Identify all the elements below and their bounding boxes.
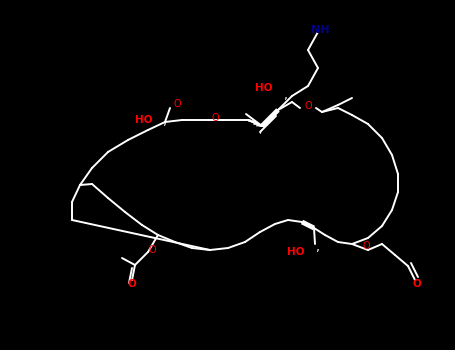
- Text: O: O: [304, 101, 312, 111]
- Text: O: O: [127, 279, 136, 289]
- Text: "": "": [255, 124, 261, 130]
- Text: HO: HO: [254, 83, 272, 93]
- Text: NH: NH: [311, 25, 329, 35]
- Text: ,: ,: [163, 116, 167, 128]
- Text: O: O: [211, 113, 219, 123]
- Text: O: O: [413, 279, 421, 289]
- Text: HO: HO: [135, 115, 152, 125]
- Text: ,: ,: [284, 90, 288, 103]
- Text: HO: HO: [288, 247, 305, 257]
- Text: ,: ,: [316, 241, 320, 254]
- Text: O: O: [362, 241, 370, 251]
- Text: O: O: [148, 245, 156, 255]
- Text: ,: ,: [258, 125, 262, 135]
- Text: O: O: [174, 99, 182, 109]
